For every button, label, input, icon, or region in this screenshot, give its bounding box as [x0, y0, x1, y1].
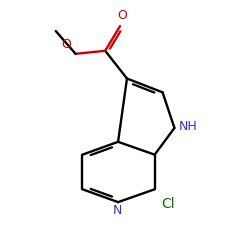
Text: O: O — [117, 9, 127, 22]
Text: O: O — [62, 38, 72, 51]
Text: Cl: Cl — [162, 197, 175, 211]
Text: N: N — [112, 204, 122, 217]
Text: NH: NH — [178, 120, 197, 134]
